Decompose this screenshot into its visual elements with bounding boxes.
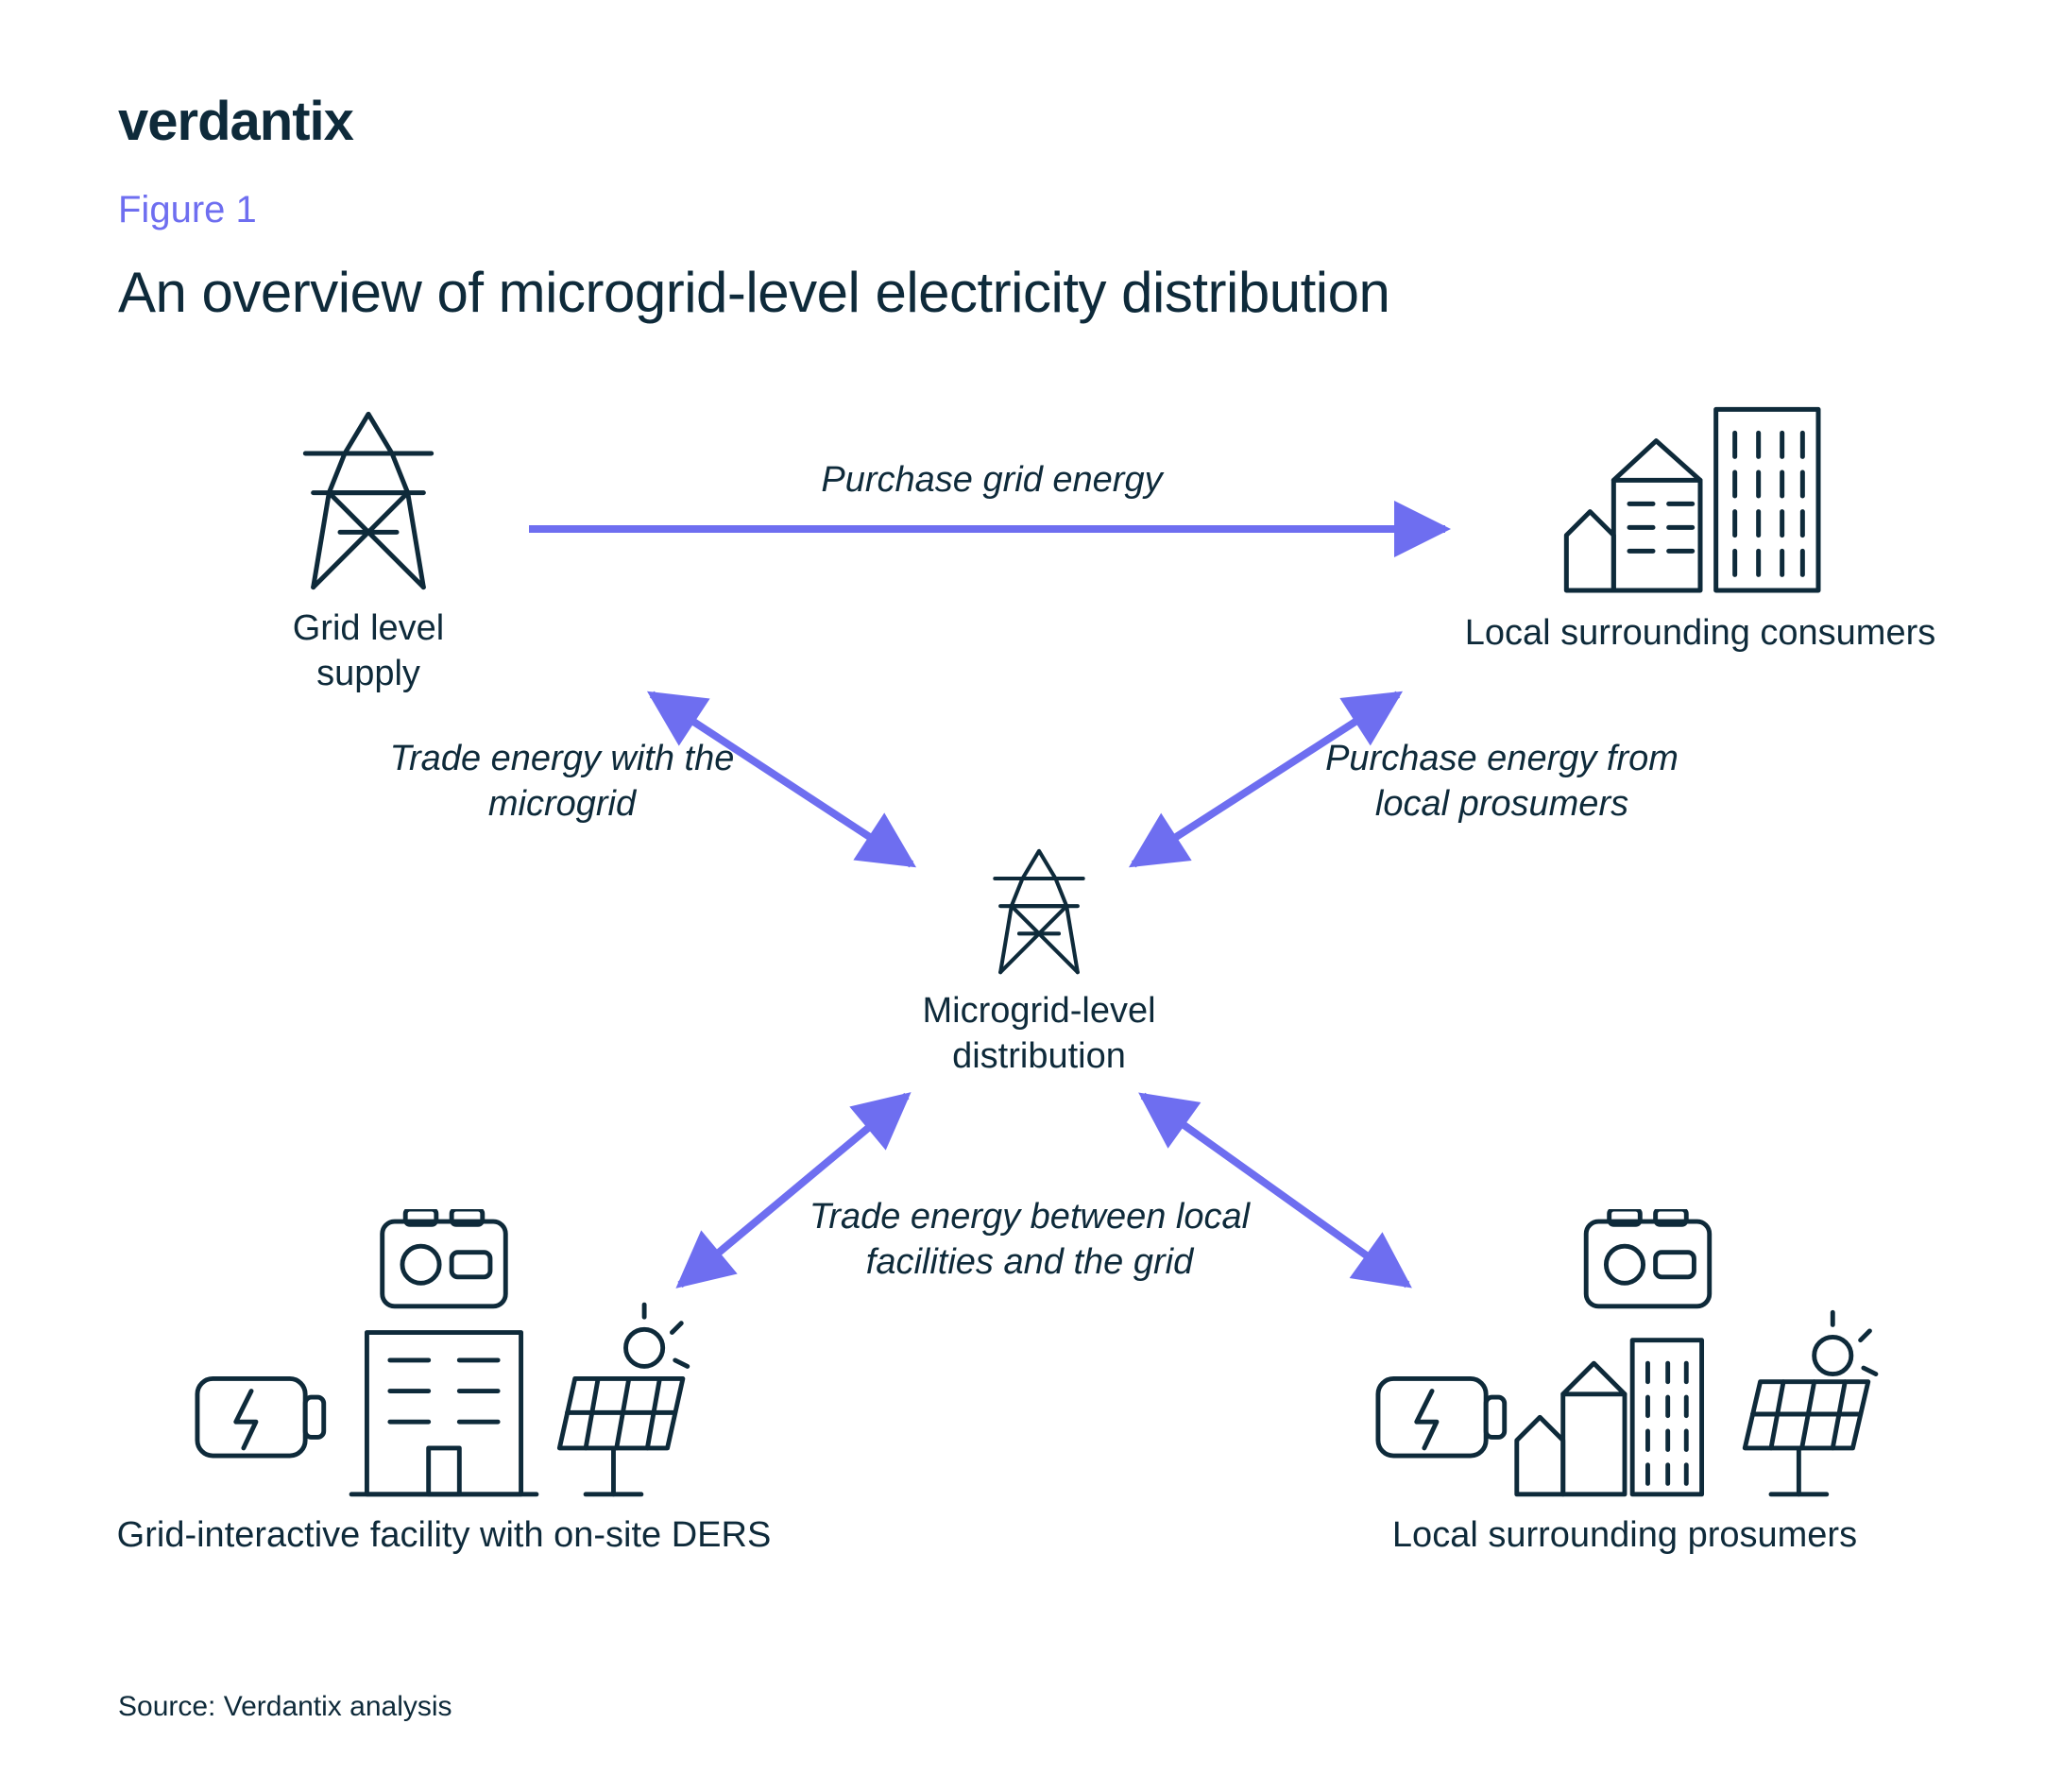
node-prosumers: Local surrounding prosumers bbox=[1322, 1209, 1927, 1559]
node-consumers: Local surrounding consumers bbox=[1445, 392, 1955, 657]
node-prosumers-label: Local surrounding prosumers bbox=[1322, 1513, 1927, 1559]
edge-label-purchase-prosumers: Purchase energy from local prosumers bbox=[1304, 737, 1700, 827]
edge-label-purchase-grid: Purchase grid energy bbox=[756, 458, 1228, 503]
node-grid-supply-label: Grid level supply bbox=[246, 606, 491, 696]
node-microgrid: Microgrid-level distribution bbox=[902, 845, 1176, 1079]
diagram-canvas: verdantix Figure 1 An overview of microg… bbox=[0, 0, 2045, 1792]
node-consumers-label: Local surrounding consumers bbox=[1445, 611, 1955, 657]
prosumers-icon bbox=[1322, 1209, 1927, 1502]
edge-label-trade-microgrid: Trade energy with the microgrid bbox=[387, 737, 737, 827]
node-microgrid-label: Microgrid-level distribution bbox=[902, 989, 1176, 1079]
transmission-tower-icon bbox=[246, 406, 491, 595]
buildings-icon bbox=[1445, 392, 1955, 600]
node-grid-supply: Grid level supply bbox=[246, 406, 491, 696]
facility-ders-icon bbox=[113, 1209, 775, 1502]
node-facility-label: Grid-interactive facility with on-site D… bbox=[113, 1513, 775, 1559]
node-facility: Grid-interactive facility with on-site D… bbox=[113, 1209, 775, 1559]
page-title: An overview of microgrid-level electrici… bbox=[118, 260, 1389, 325]
brand-logo: verdantix bbox=[118, 90, 353, 153]
figure-label: Figure 1 bbox=[118, 189, 257, 231]
transmission-tower-small-icon bbox=[902, 845, 1176, 978]
edge-label-trade-local: Trade energy between local facilities an… bbox=[793, 1195, 1266, 1285]
source-attribution: Source: Verdantix analysis bbox=[118, 1691, 452, 1723]
